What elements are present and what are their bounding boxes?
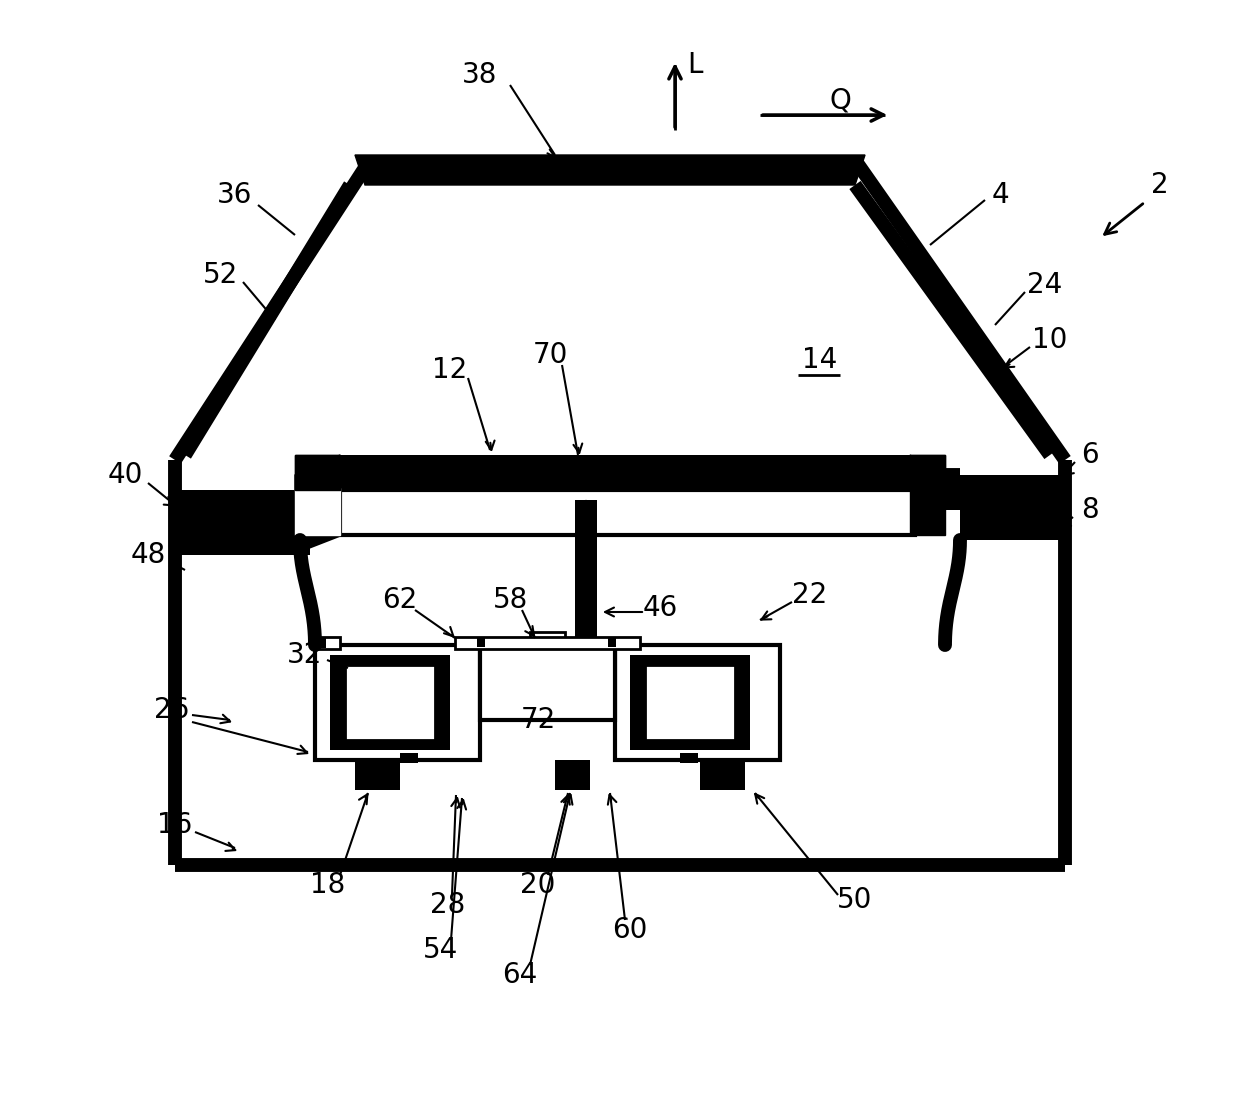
Bar [339, 491, 914, 535]
Bar [479, 645, 615, 720]
Polygon shape [295, 455, 339, 491]
Text: 10: 10 [1032, 326, 1068, 354]
Text: 70: 70 [533, 340, 567, 368]
Text: L: L [688, 52, 703, 80]
Bar [356, 760, 400, 790]
Text: 64: 64 [502, 961, 538, 989]
Text: 24: 24 [1027, 271, 1063, 299]
Bar [315, 645, 479, 760]
Text: 38: 38 [462, 60, 498, 88]
Bar [615, 645, 781, 760]
Text: 36: 36 [217, 181, 253, 209]
Text: 62: 62 [383, 586, 418, 614]
Text: 54: 54 [422, 936, 457, 964]
Bar [700, 760, 745, 790]
Text: 32: 32 [287, 641, 322, 669]
Bar [629, 655, 750, 750]
Text: 58: 58 [492, 586, 528, 614]
Polygon shape [356, 155, 865, 185]
Bar [555, 760, 590, 790]
Polygon shape [295, 455, 339, 535]
Polygon shape [295, 488, 339, 535]
Bar [330, 655, 450, 750]
Text: 2: 2 [1151, 171, 1168, 199]
Text: 48: 48 [130, 541, 166, 569]
Polygon shape [909, 455, 945, 535]
Bar [615, 637, 641, 647]
Text: 28: 28 [430, 892, 466, 920]
Bar [530, 632, 565, 647]
Text: 26: 26 [155, 696, 190, 724]
Text: 40: 40 [108, 461, 142, 489]
Text: Q: Q [829, 86, 851, 114]
Polygon shape [295, 455, 339, 491]
Bar [295, 455, 945, 491]
Text: 8: 8 [1082, 496, 1099, 524]
Bar [477, 638, 484, 647]
Text: 16: 16 [157, 811, 192, 839]
Polygon shape [909, 455, 945, 491]
Bar [575, 500, 597, 645]
Bar [680, 753, 698, 763]
Text: 52: 52 [202, 261, 238, 289]
Bar [960, 475, 1066, 540]
Bar [344, 665, 435, 740]
Text: 20: 20 [520, 871, 555, 899]
Text: 4: 4 [991, 181, 1009, 209]
Text: 46: 46 [642, 594, 678, 622]
Text: 12: 12 [432, 356, 467, 384]
Bar [455, 637, 479, 647]
Bar [316, 638, 326, 648]
Bar [175, 491, 310, 556]
Text: 14: 14 [803, 346, 838, 374]
Text: 72: 72 [520, 706, 555, 734]
Bar [921, 480, 965, 510]
Polygon shape [909, 455, 945, 491]
Text: 60: 60 [612, 916, 648, 944]
Text: 18: 18 [311, 871, 346, 899]
Bar [646, 665, 735, 740]
Text: 22: 22 [793, 581, 828, 609]
Bar [400, 753, 418, 763]
Bar [608, 638, 616, 647]
Bar [455, 637, 641, 648]
Text: 50: 50 [838, 886, 872, 914]
Bar [315, 637, 339, 648]
Text: 6: 6 [1082, 441, 1099, 469]
